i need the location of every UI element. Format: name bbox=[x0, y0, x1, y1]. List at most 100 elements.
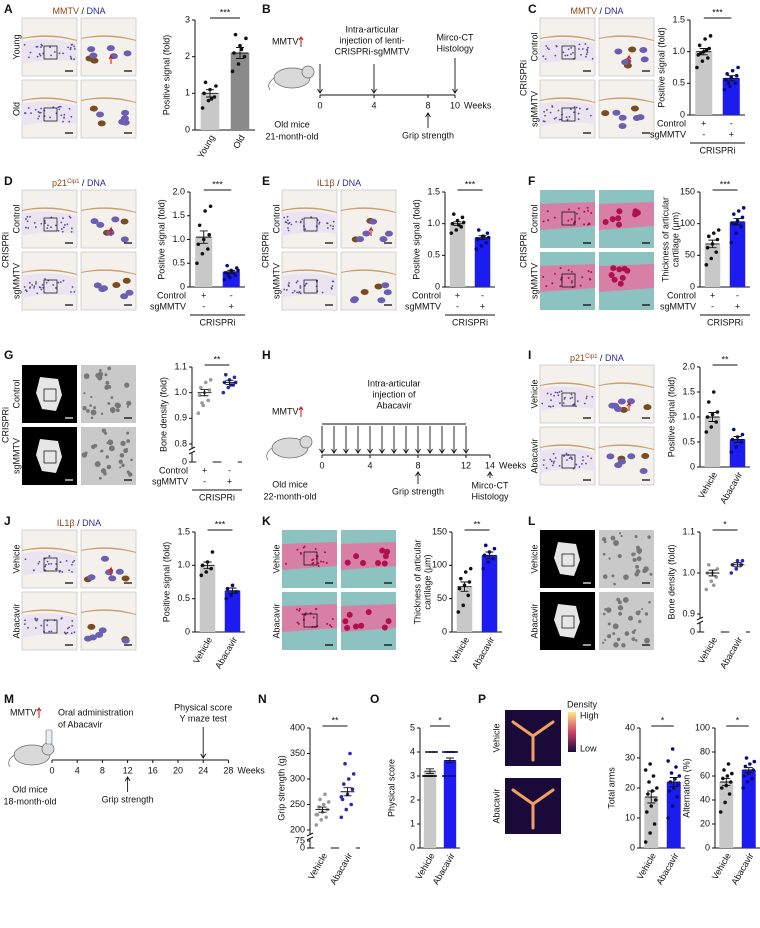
nucleus bbox=[321, 291, 324, 294]
mouse-tail bbox=[8, 754, 15, 768]
stain-title: IL1β / DNA bbox=[317, 178, 361, 188]
nucleus bbox=[41, 283, 44, 286]
y-tick-label: 40 bbox=[700, 794, 710, 804]
cell bbox=[123, 50, 132, 57]
inset-box bbox=[303, 551, 318, 566]
data-point bbox=[745, 780, 750, 784]
data-point bbox=[706, 234, 711, 239]
red-arrow bbox=[626, 54, 632, 64]
tissue-band bbox=[540, 382, 595, 388]
inset-box bbox=[561, 553, 575, 567]
bar bbox=[230, 53, 250, 130]
trabecula bbox=[130, 458, 133, 462]
trabecula bbox=[126, 439, 131, 443]
significance: ** bbox=[213, 354, 221, 364]
data-point bbox=[726, 81, 731, 86]
tissue-band bbox=[540, 97, 595, 103]
injection-arrow bbox=[367, 426, 373, 454]
nucleus bbox=[318, 223, 321, 225]
nucleus bbox=[285, 289, 288, 291]
data-point bbox=[706, 563, 711, 567]
x-tick-label: Vehicle bbox=[696, 635, 719, 665]
timeline-label: 0 bbox=[317, 100, 322, 110]
data-point bbox=[714, 250, 719, 254]
cartilage bbox=[540, 264, 595, 292]
cell bbox=[617, 458, 626, 465]
nucleus bbox=[62, 120, 64, 123]
injection-arrow bbox=[317, 64, 323, 94]
cell bbox=[96, 111, 105, 118]
data-point bbox=[704, 263, 709, 267]
nucleus bbox=[34, 627, 37, 629]
timeline-label: 4 bbox=[371, 100, 376, 110]
cell bbox=[120, 293, 129, 300]
bar bbox=[729, 439, 746, 467]
nucleus bbox=[50, 562, 53, 565]
stain-title-part: DNA bbox=[605, 353, 624, 363]
nucleus bbox=[557, 394, 560, 397]
inset-box bbox=[561, 45, 576, 60]
trabecula bbox=[604, 639, 607, 642]
nucleus bbox=[570, 457, 573, 459]
cell bbox=[112, 281, 121, 288]
inset-box bbox=[43, 279, 58, 294]
nucleus bbox=[331, 227, 334, 230]
nucleus bbox=[546, 392, 549, 395]
bar bbox=[695, 51, 713, 115]
x-tick-label: Vehicle bbox=[696, 470, 719, 500]
error-bar bbox=[450, 221, 465, 227]
nucleus bbox=[26, 215, 29, 218]
nucleus bbox=[287, 227, 289, 229]
table-group-label: CRISPRi bbox=[707, 317, 743, 327]
x-tick-label: Vehicle bbox=[448, 635, 471, 665]
cell bbox=[87, 623, 96, 630]
trabecula bbox=[118, 459, 123, 464]
data-point bbox=[744, 756, 749, 760]
data-point bbox=[457, 586, 462, 591]
nucleus bbox=[316, 219, 319, 222]
data-point bbox=[671, 786, 676, 790]
cell bbox=[89, 105, 98, 112]
y-axis-label: Positive signal (fold) bbox=[411, 199, 421, 280]
trabecula bbox=[602, 574, 608, 579]
panel-label: J bbox=[4, 514, 11, 528]
nucleus bbox=[73, 58, 75, 61]
red-arrow bbox=[108, 54, 114, 64]
cell bbox=[111, 216, 120, 223]
nucleus bbox=[285, 221, 288, 224]
significance: *** bbox=[215, 519, 226, 529]
nucleus bbox=[53, 51, 56, 53]
endpoint-label: Y maze test bbox=[180, 713, 228, 723]
nucleus bbox=[57, 281, 60, 284]
inset-box bbox=[561, 211, 576, 226]
micrograph bbox=[598, 79, 655, 139]
data-point bbox=[461, 603, 466, 608]
trabecula bbox=[617, 605, 624, 611]
data-point bbox=[195, 261, 199, 266]
data-point bbox=[711, 390, 716, 394]
data-point bbox=[652, 822, 657, 826]
nucleus bbox=[23, 285, 26, 288]
chondrocyte bbox=[301, 613, 304, 616]
nucleus bbox=[69, 46, 72, 49]
chondrocyte bbox=[570, 218, 573, 221]
error-bar bbox=[444, 757, 456, 764]
data-point bbox=[483, 543, 488, 548]
tissue bbox=[22, 101, 77, 126]
cell bbox=[601, 110, 610, 117]
trabecula bbox=[633, 629, 637, 632]
nucleus bbox=[287, 229, 290, 232]
data-point bbox=[748, 762, 752, 766]
significance: *** bbox=[212, 179, 223, 189]
nucleus bbox=[33, 286, 35, 289]
trabecula bbox=[613, 642, 619, 648]
nucleus bbox=[554, 54, 557, 57]
trabecula bbox=[617, 553, 622, 559]
nucleus bbox=[25, 290, 28, 293]
data-point bbox=[704, 430, 709, 434]
error-bar bbox=[424, 768, 436, 775]
cell bbox=[87, 574, 96, 581]
panel-label: N bbox=[258, 692, 267, 706]
trabecula bbox=[642, 568, 647, 574]
axis-break bbox=[188, 446, 196, 455]
